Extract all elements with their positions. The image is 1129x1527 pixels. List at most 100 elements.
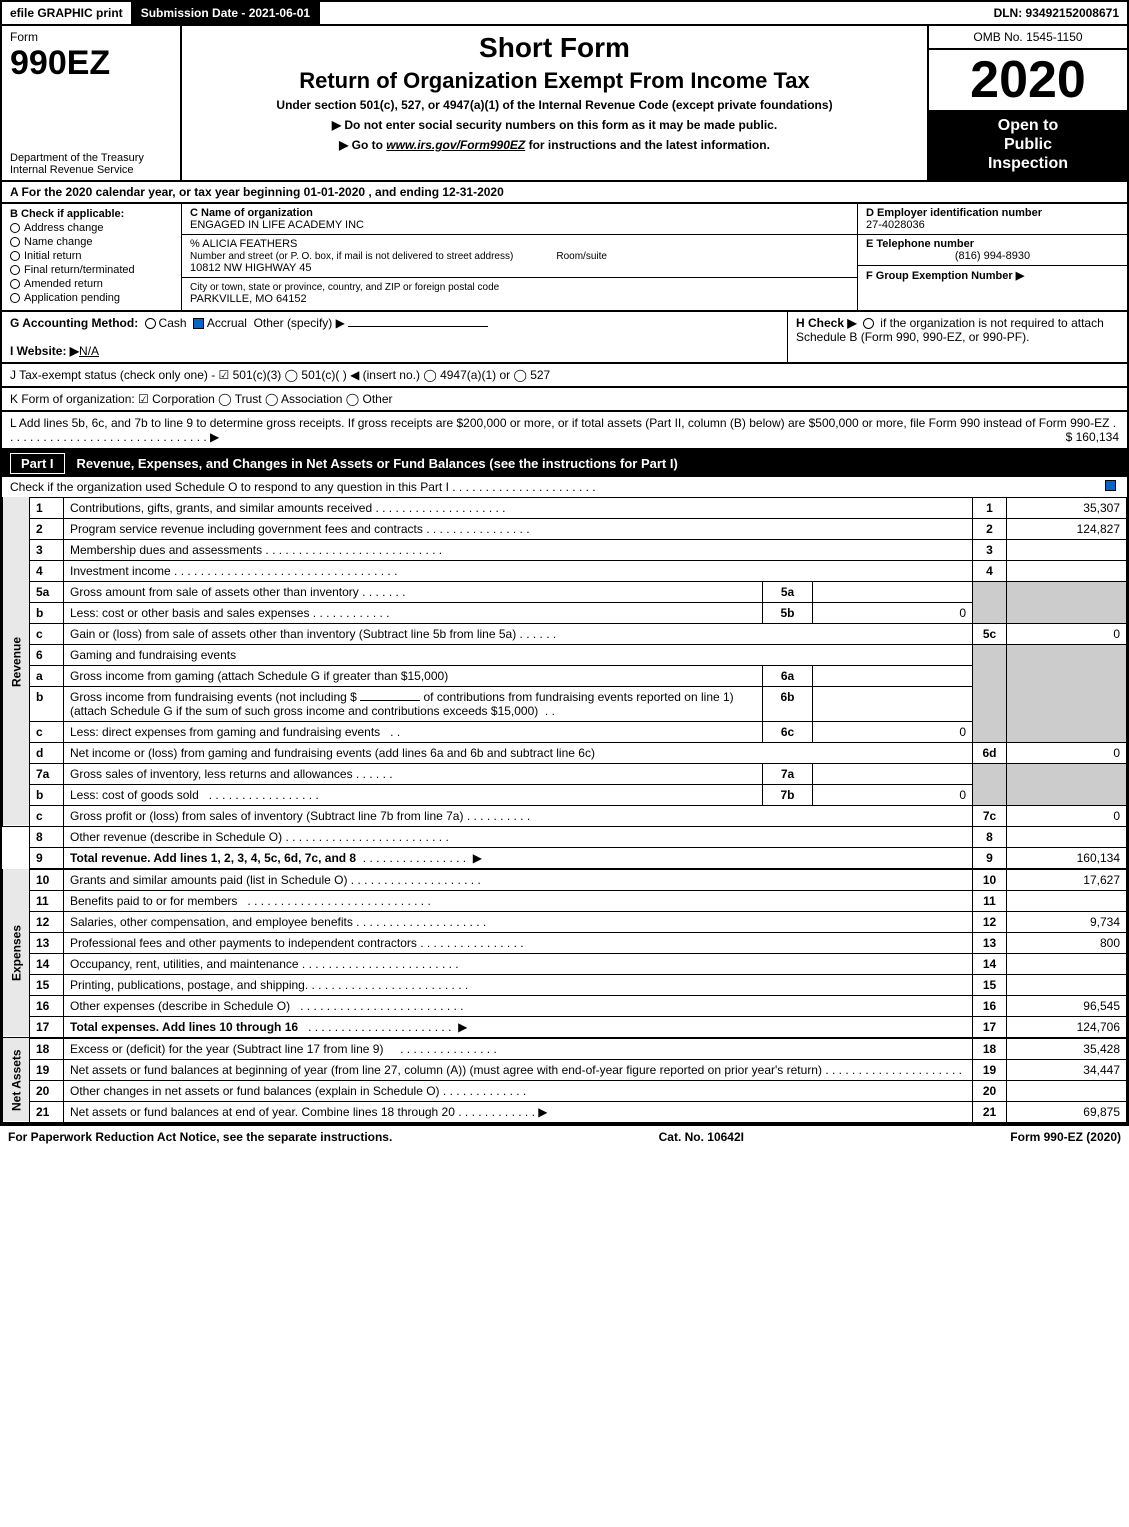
g-label: G Accounting Method: <box>10 316 138 330</box>
line-num: c <box>30 623 64 644</box>
chk-application-pending[interactable]: Application pending <box>10 292 173 304</box>
section-a-period: A For the 2020 calendar year, or tax yea… <box>0 182 1129 204</box>
line-text: Gross profit or (loss) from sales of inv… <box>70 809 463 823</box>
open-line3: Inspection <box>988 155 1068 172</box>
line-amount: 124,827 <box>1007 518 1127 539</box>
line-amount: 124,706 <box>1007 1016 1127 1037</box>
part-1-check-row: Check if the organization used Schedule … <box>2 477 1127 497</box>
sub-ref: 5a <box>763 581 813 602</box>
section-def: D Employer identification number 27-4028… <box>857 204 1127 310</box>
form-word: Form <box>10 30 172 44</box>
tax-year: 2020 <box>929 50 1127 110</box>
tel-value: (816) 994-8930 <box>866 250 1119 262</box>
paperwork-notice: For Paperwork Reduction Act Notice, see … <box>8 1130 392 1144</box>
line-amount: 17,627 <box>1007 869 1127 890</box>
line-text: Gross income from fundraising events (no… <box>70 690 357 704</box>
line-text: Other expenses (describe in Schedule O) <box>70 999 290 1013</box>
chk-label: Address change <box>24 222 104 234</box>
submission-date: Submission Date - 2021-06-01 <box>133 2 320 24</box>
line-num: 13 <box>30 932 64 953</box>
line-text: Contributions, gifts, grants, and simila… <box>70 501 372 515</box>
section-c: C Name of organization ENGAGED IN LIFE A… <box>182 204 857 310</box>
line-text: Printing, publications, postage, and shi… <box>70 978 308 992</box>
l-text: L Add lines 5b, 6c, and 7b to line 9 to … <box>10 416 1116 444</box>
info-grid: B Check if applicable: Address change Na… <box>0 204 1129 312</box>
line-num: a <box>30 665 64 686</box>
line-num: 10 <box>30 869 64 890</box>
sub-amount <box>813 665 973 686</box>
part-1-title: Revenue, Expenses, and Changes in Net As… <box>77 456 678 471</box>
line-amount <box>1007 826 1127 847</box>
goto-line: ▶ Go to www.irs.gov/Form990EZ for instru… <box>192 138 917 152</box>
irs-link[interactable]: www.irs.gov/Form990EZ <box>386 138 525 152</box>
schedule-o-checkbox[interactable] <box>1105 480 1116 491</box>
top-bar: efile GRAPHIC print Submission Date - 20… <box>0 0 1129 26</box>
section-k: K Form of organization: ☑ Corporation ◯ … <box>0 388 1129 412</box>
line-amount <box>1007 560 1127 581</box>
line-num: 6 <box>30 644 64 665</box>
line-amount: 0 <box>1007 805 1127 826</box>
cash-checkbox[interactable] <box>145 318 156 329</box>
chk-initial-return[interactable]: Initial return <box>10 250 173 262</box>
open-to-public: Open to Public Inspection <box>929 110 1127 180</box>
chk-amended-return[interactable]: Amended return <box>10 278 173 290</box>
under-section: Under section 501(c), 527, or 4947(a)(1)… <box>192 98 917 112</box>
chk-label: Application pending <box>24 292 120 304</box>
sub-amount <box>813 581 973 602</box>
goto-prefix: ▶ Go to <box>339 138 386 152</box>
grey-cell <box>1007 644 1127 742</box>
line-amount: 800 <box>1007 932 1127 953</box>
h-checkbox[interactable] <box>863 318 874 329</box>
section-g: G Accounting Method: Cash Accrual Other … <box>2 312 787 362</box>
grey-cell <box>1007 581 1127 623</box>
line-text: Gaming and fundraising events <box>64 644 973 665</box>
city-state-zip: PARKVILLE, MO 64152 <box>190 293 307 305</box>
line-amount <box>1007 890 1127 911</box>
line-text: Investment income <box>70 564 171 578</box>
line-num: d <box>30 742 64 763</box>
header-left: Form 990EZ Department of the Treasury In… <box>2 26 182 180</box>
net-assets-side-label: Net Assets <box>3 1038 30 1122</box>
line-num: 19 <box>30 1059 64 1080</box>
sub-amount <box>813 686 973 721</box>
net-assets-table: Net Assets 18 Excess or (deficit) for th… <box>2 1038 1127 1123</box>
grey-cell <box>973 581 1007 623</box>
line-ref: 1 <box>973 497 1007 518</box>
section-b-title: B Check if applicable: <box>10 208 173 220</box>
goto-suffix: for instructions and the latest informat… <box>525 138 770 152</box>
accrual-checkbox[interactable] <box>193 318 204 329</box>
open-line1: Open to <box>998 117 1058 134</box>
line-ref: 19 <box>973 1059 1007 1080</box>
line-amount: 96,545 <box>1007 995 1127 1016</box>
header-right: OMB No. 1545-1150 2020 Open to Public In… <box>927 26 1127 180</box>
grey-cell <box>1007 763 1127 805</box>
line-num: 17 <box>30 1016 64 1037</box>
line-amount <box>1007 974 1127 995</box>
expenses-side-label: Expenses <box>3 869 30 1037</box>
section-h: H Check ▶ if the organization is not req… <box>787 312 1127 362</box>
chk-name-change[interactable]: Name change <box>10 236 173 248</box>
line-ref: 15 <box>973 974 1007 995</box>
line-ref: 17 <box>973 1016 1007 1037</box>
chk-address-change[interactable]: Address change <box>10 222 173 234</box>
line-num: 18 <box>30 1038 64 1059</box>
line-num: 4 <box>30 560 64 581</box>
line-ref: 9 <box>973 847 1007 868</box>
part-1-label: Part I <box>10 453 65 474</box>
line-num: 20 <box>30 1080 64 1101</box>
chk-final-return[interactable]: Final return/terminated <box>10 264 173 276</box>
line-text: Salaries, other compensation, and employ… <box>70 915 353 929</box>
line-ref: 12 <box>973 911 1007 932</box>
fundraising-amount-input[interactable] <box>360 700 420 701</box>
sub-amount: 0 <box>813 721 973 742</box>
tel-label: E Telephone number <box>866 238 974 250</box>
line-amount: 0 <box>1007 623 1127 644</box>
grey-cell <box>973 763 1007 805</box>
other-specify-input[interactable] <box>348 326 488 327</box>
line-num: 5a <box>30 581 64 602</box>
line-text: Other changes in net assets or fund bala… <box>70 1084 440 1098</box>
line-text: Less: direct expenses from gaming and fu… <box>70 725 380 739</box>
care-of: % ALICIA FEATHERS <box>190 238 297 250</box>
chk-label: Name change <box>24 236 93 248</box>
efile-print-button[interactable]: efile GRAPHIC print <box>2 2 133 24</box>
